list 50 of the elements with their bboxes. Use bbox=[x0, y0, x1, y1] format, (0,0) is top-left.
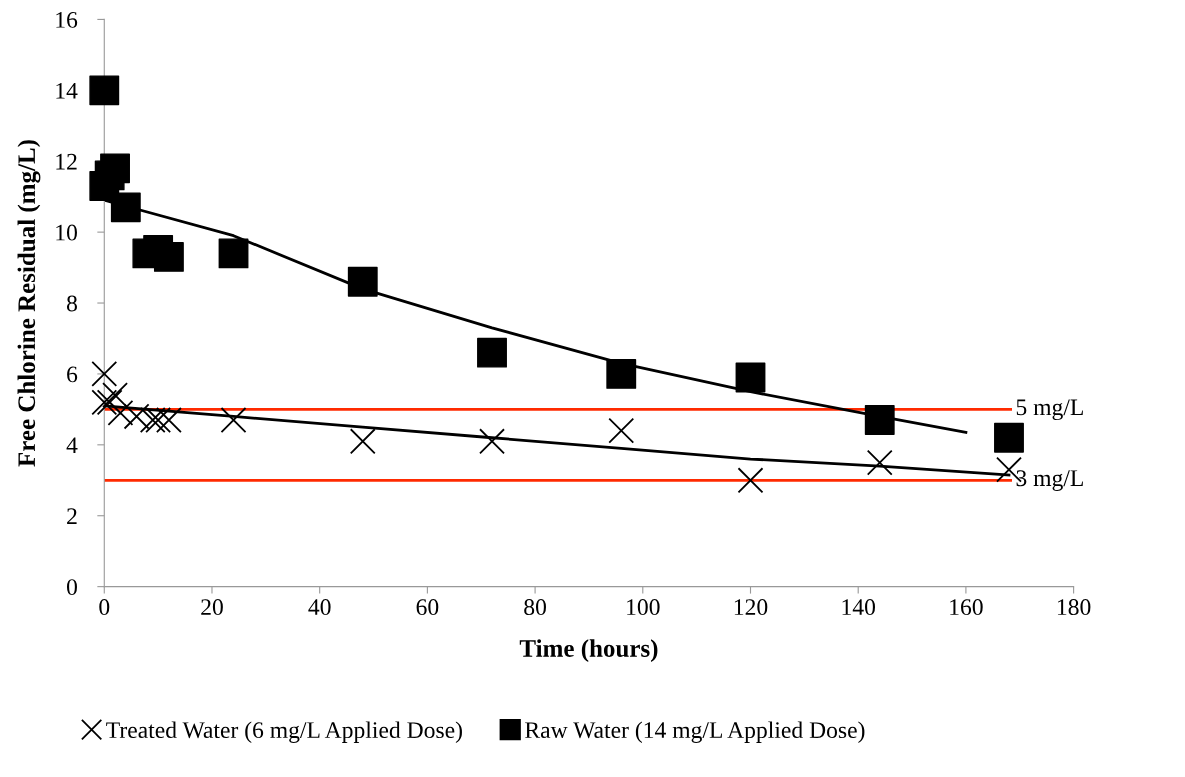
x-tick-label: 20 bbox=[201, 599, 223, 616]
point bbox=[479, 428, 505, 455]
point bbox=[91, 360, 118, 387]
point bbox=[606, 359, 637, 389]
point bbox=[608, 417, 635, 444]
point bbox=[864, 405, 895, 435]
y-tick-label: 4 bbox=[66, 437, 78, 454]
y-tick-label: 16 bbox=[56, 11, 78, 28]
point bbox=[100, 153, 130, 184]
x-tick-label: 160 bbox=[950, 599, 983, 616]
y-tick-label: 10 bbox=[56, 224, 77, 241]
x-tick-label: 120 bbox=[734, 599, 768, 616]
x-axis-title: Time (hours) bbox=[519, 639, 658, 662]
point bbox=[153, 242, 184, 272]
y-tick-label: 0 bbox=[66, 579, 77, 596]
point bbox=[735, 362, 766, 393]
legend-label: Raw Water (14 mg/L Applied Dose) bbox=[525, 721, 865, 743]
point bbox=[737, 467, 764, 494]
y-tick-label: 8 bbox=[66, 295, 77, 312]
point bbox=[477, 337, 507, 368]
legend-label: Treated Water (6 mg/L Applied Dose) bbox=[106, 721, 462, 743]
point bbox=[155, 407, 182, 433]
ref-line-label: 3 mg/L bbox=[1016, 470, 1083, 491]
x-tick-label: 40 bbox=[308, 599, 331, 616]
x-tick-label: 180 bbox=[1057, 599, 1091, 616]
point bbox=[139, 407, 166, 433]
y-axis-title: Free Chlorine Residual (mg/L) bbox=[17, 140, 41, 467]
y-tick-label: 6 bbox=[67, 366, 78, 383]
x-tick-label: 140 bbox=[842, 599, 876, 616]
point bbox=[866, 449, 893, 476]
point bbox=[994, 422, 1024, 453]
x-tick-label: 60 bbox=[416, 599, 439, 616]
point bbox=[145, 407, 172, 433]
point bbox=[347, 266, 378, 297]
point bbox=[349, 428, 376, 455]
y-tick-label: 2 bbox=[67, 508, 77, 524]
point bbox=[89, 75, 120, 106]
x-tick-label: 100 bbox=[627, 599, 660, 616]
point bbox=[110, 192, 141, 223]
x-tick-label: 0 bbox=[99, 599, 110, 616]
point bbox=[218, 238, 249, 269]
point bbox=[220, 407, 247, 433]
x-tick-label: 80 bbox=[524, 599, 546, 616]
point bbox=[91, 389, 118, 416]
point bbox=[123, 403, 150, 430]
y-tick-label: 12 bbox=[56, 153, 77, 170]
ref-line-label: 5 mg/L bbox=[1016, 399, 1083, 421]
point bbox=[96, 389, 123, 416]
y-tick-label: 14 bbox=[56, 82, 78, 99]
point bbox=[107, 399, 134, 426]
